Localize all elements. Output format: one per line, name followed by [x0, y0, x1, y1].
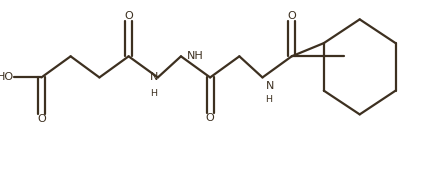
Text: H: H	[150, 89, 157, 98]
Text: N: N	[266, 81, 274, 92]
Text: O: O	[287, 11, 296, 21]
Text: NH: NH	[187, 51, 204, 61]
Text: O: O	[206, 113, 215, 123]
Text: HO: HO	[0, 73, 14, 82]
Text: H: H	[266, 95, 272, 104]
Text: N: N	[150, 73, 158, 82]
Text: O: O	[37, 114, 46, 124]
Text: O: O	[124, 11, 133, 21]
